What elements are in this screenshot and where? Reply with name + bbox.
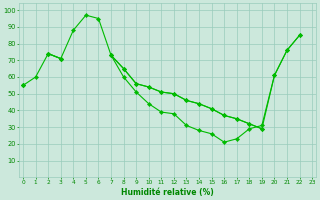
X-axis label: Humidité relative (%): Humidité relative (%) (121, 188, 214, 197)
